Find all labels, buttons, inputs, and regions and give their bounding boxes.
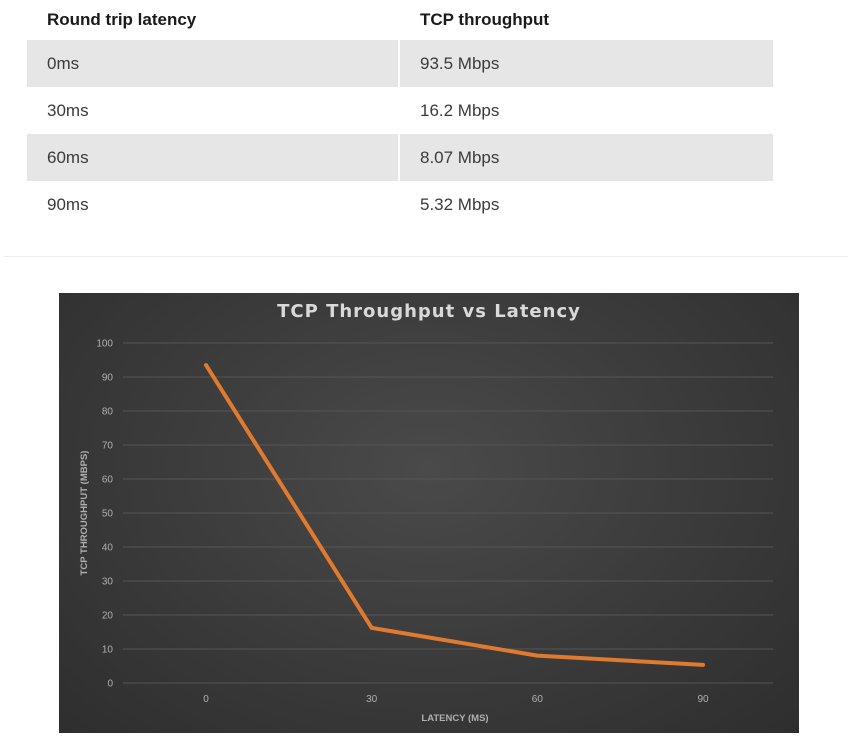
x-tick-label: 0 [203,694,209,705]
series-line [204,363,705,667]
throughput-cell: 8.07 Mbps [400,134,773,181]
latency-throughput-table: Round trip latency TCP throughput 0ms 93… [27,0,773,228]
gridlines [123,342,773,684]
header-round-trip-latency: Round trip latency [47,10,197,29]
x-tick-label: 60 [532,694,544,705]
y-tick-label: 90 [102,373,114,384]
latency-cell: 60ms [27,134,400,181]
table-row: 0ms 93.5 Mbps [27,40,773,87]
y-tick-label: 40 [102,543,114,554]
table-row: 30ms 16.2 Mbps [27,87,773,134]
latency-cell: 90ms [27,181,400,228]
y-axis-label: TCP THROUGHPUT (MBPS) [79,451,90,576]
y-tick-label: 10 [102,645,114,656]
throughput-cell: 5.32 Mbps [420,194,500,214]
y-tick-label: 30 [102,577,114,588]
y-tick-label: 80 [102,407,114,418]
line-chart: 0 10 20 30 40 50 60 70 80 90 100 0 30 60 90 TCP Throu… [79,301,773,724]
y-tick-labels: 0 10 20 30 40 50 60 70 80 90 100 [96,339,113,690]
latency-throughput-table-container: Round trip latency TCP throughput 0ms 93… [27,0,773,228]
data-series [204,363,705,667]
latency-cell: 30ms [27,87,400,134]
x-tick-label: 90 [697,694,709,705]
table-row: 90ms 5.32 Mbps [27,181,773,228]
section-divider [4,256,848,257]
x-tick-label: 30 [366,694,378,705]
x-tick-labels: 0 30 60 90 [203,694,709,705]
header-tcp-throughput: TCP throughput [420,10,550,29]
latency-cell: 0ms [27,40,400,87]
chart-title: TCP Throughput vs Latency [277,301,581,322]
throughput-cell: 93.5 Mbps [400,40,773,87]
chart-panel: 0 10 20 30 40 50 60 70 80 90 100 0 30 60 90 TCP Throu… [59,293,799,733]
table-header-row: Round trip latency TCP throughput [27,0,773,40]
throughput-cell: 16.2 Mbps [420,100,500,120]
y-tick-label: 60 [102,475,114,486]
table-row: 60ms 8.07 Mbps [27,134,773,181]
y-tick-label: 100 [96,339,113,350]
y-tick-label: 20 [102,611,114,622]
y-tick-label: 0 [107,679,113,690]
x-axis-label: LATENCY (MS) [421,713,488,724]
y-tick-label: 70 [102,441,114,452]
y-tick-label: 50 [102,509,114,520]
